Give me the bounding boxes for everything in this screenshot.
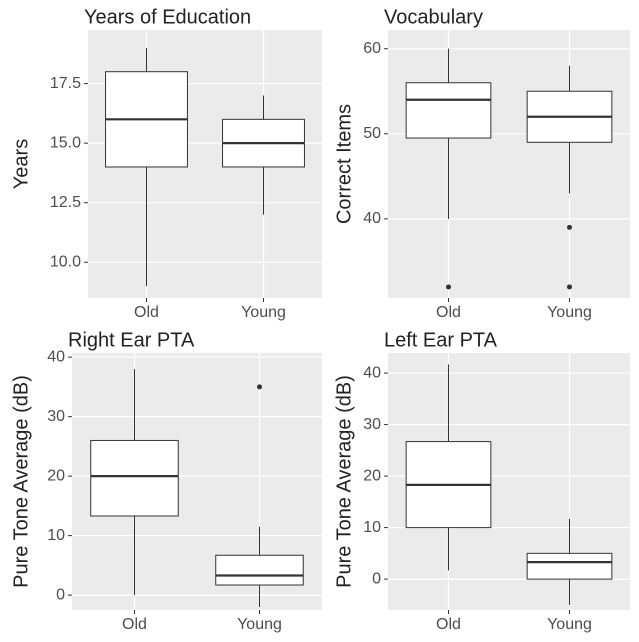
y-tick-label: 40 — [363, 210, 381, 227]
y-axis-label: Correct Items — [333, 104, 355, 224]
chart-title: Left Ear PTA — [384, 329, 498, 351]
chart-title: Vocabulary — [384, 6, 483, 28]
box — [405, 82, 492, 139]
y-tick-label: 10.0 — [50, 253, 81, 270]
y-axis-label: Pure Tone Average (dB) — [10, 375, 32, 588]
panel-background — [388, 30, 630, 298]
x-tick-label: Old — [436, 616, 461, 633]
y-tick-label: 60 — [363, 40, 381, 57]
x-tick-label: Young — [547, 304, 592, 321]
outlier — [257, 384, 262, 390]
y-tick-label: 40 — [363, 364, 381, 381]
x-tick-label: Old — [134, 304, 159, 321]
outlier — [567, 284, 572, 290]
x-tick-label: Old — [436, 304, 461, 321]
chart-title: Years of Education — [84, 6, 251, 28]
box — [90, 439, 179, 517]
x-tick-label: Young — [547, 616, 592, 633]
y-tick-label: 20 — [363, 467, 381, 484]
y-tick-label: 17.5 — [50, 75, 81, 92]
outlier — [567, 224, 572, 230]
y-tick-label: 0 — [56, 586, 65, 603]
y-tick-label: 50 — [363, 125, 381, 142]
box — [526, 552, 613, 580]
y-axis-label: Years — [10, 139, 32, 189]
y-tick-label: 30 — [47, 408, 65, 425]
x-tick-label: Old — [122, 616, 147, 633]
chart-title: Right Ear PTA — [68, 329, 195, 351]
y-axis-label: Pure Tone Average (dB) — [333, 375, 355, 588]
y-tick-label: 15.0 — [50, 134, 81, 151]
y-tick-label: 20 — [47, 467, 65, 484]
x-tick-label: Young — [241, 304, 286, 321]
y-tick-label: 0 — [372, 570, 381, 587]
x-tick-label: Young — [237, 616, 282, 633]
y-tick-label: 10 — [363, 519, 381, 536]
box — [215, 554, 304, 586]
y-tick-label: 30 — [363, 416, 381, 433]
y-tick-label: 40 — [47, 348, 65, 365]
y-tick-label: 10 — [47, 527, 65, 544]
y-tick-label: 12.5 — [50, 194, 81, 211]
outlier — [446, 284, 451, 290]
